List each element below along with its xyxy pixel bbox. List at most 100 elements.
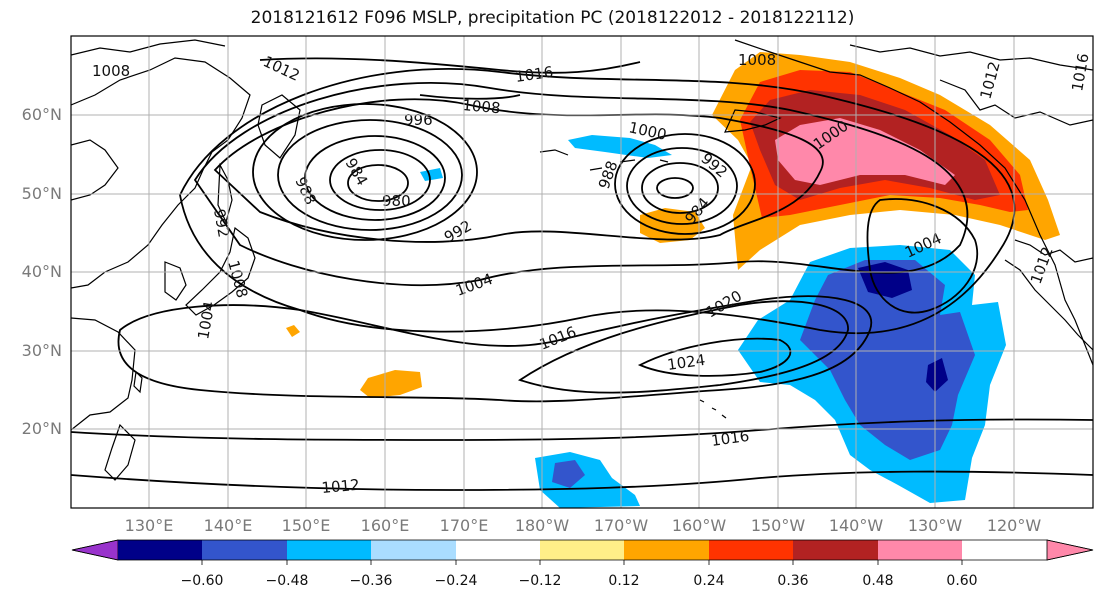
colorbar-segment-6 — [624, 540, 709, 560]
colorbar: −0.60 −0.48 −0.36 −0.24 −0.12 0.12 0.24 … — [71, 539, 1094, 589]
coastline-alaska-peninsula — [724, 109, 782, 133]
colorbar-segment-1 — [202, 540, 287, 560]
colorbar-segment-9 — [878, 540, 962, 560]
lon-tick-labels: 130°E 140°E 150°E 160°E 170°E 180°W 170°… — [125, 516, 1042, 535]
colorbar-segment-0 — [118, 540, 202, 560]
isobar-984-west — [329, 149, 431, 211]
colorbar-tick-label: −0.24 — [435, 573, 478, 589]
precip-positive-west-pacific — [360, 370, 422, 398]
coastline-asia — [71, 57, 251, 289]
coastline-asia-inner — [71, 139, 119, 201]
isobar-980-west — [347, 164, 409, 202]
lat-tick-label: 40°N — [22, 262, 62, 281]
isobar-1004-east-low — [866, 198, 979, 314]
lon-tick-label: 120°W — [987, 516, 1042, 535]
colorbar-tick-label: 0.12 — [608, 573, 639, 589]
isobar-label: 992 — [210, 208, 233, 239]
lon-tick-label: 160°W — [672, 516, 727, 535]
isobars — [71, 57, 1093, 491]
colorbar-tick-label: −0.36 — [350, 573, 393, 589]
lon-tick-label: 130°E — [125, 516, 174, 535]
isobar-label: 984 — [342, 155, 372, 189]
isobar-1000 — [213, 98, 824, 243]
colorbar-tick-label: −0.48 — [266, 573, 309, 589]
colorbar-tick-label: 0.60 — [946, 573, 977, 589]
isobar-label: 1024 — [666, 351, 706, 374]
coastline-arctic-asia — [71, 39, 226, 56]
coastline-aleutian-islands — [539, 149, 669, 171]
lon-tick-label: 150°W — [751, 516, 806, 535]
isobar-1016-south — [71, 418, 1093, 441]
lat-tick-label: 50°N — [22, 184, 62, 203]
isobar-label: 1012 — [1027, 244, 1057, 286]
isobar-label: 988 — [595, 158, 622, 191]
coastline-china-coast — [71, 317, 136, 431]
isobar-label: 1016 — [710, 427, 750, 450]
isobar-1016-arc — [117, 295, 873, 403]
coastline-north-america-west — [1004, 259, 1093, 351]
isobar-984-east — [641, 162, 719, 214]
isobar-1016-north — [259, 57, 641, 74]
coastline-taiwan — [133, 370, 143, 394]
isobar-988-west — [304, 135, 446, 221]
lon-tick-label: 130°W — [908, 516, 963, 535]
precip-negative-dark-area — [858, 262, 912, 298]
coastline-philippines — [104, 423, 136, 481]
colorbar-tick-label: −0.12 — [519, 573, 562, 589]
map-frame — [70, 35, 1094, 509]
colorbar-segment-5 — [540, 540, 624, 560]
colorbar-segment-8 — [793, 540, 878, 560]
coastline-canada-inland — [939, 79, 1093, 126]
gridlines — [71, 36, 1093, 508]
isobar-1004 — [193, 82, 969, 286]
lat-tick-labels: 20°N 30°N 40°N 50°N 60°N — [22, 105, 62, 438]
colorbar-outline — [71, 539, 1094, 561]
lon-tick-label: 180°W — [515, 516, 570, 535]
precip-negative-dark-spot — [926, 358, 948, 392]
precip-negative-tropical-medium — [552, 460, 585, 488]
isobar-label: 1012 — [321, 476, 361, 497]
colorbar-extend-right — [1046, 539, 1094, 561]
isobar-1012-south — [71, 470, 1093, 491]
isobar-label: 980 — [382, 192, 411, 210]
isobar-992-east — [614, 133, 756, 235]
colorbar-extend-left — [71, 539, 119, 561]
colorbar-tick-marks — [201, 560, 963, 565]
isobar-label: 1016 — [1068, 52, 1092, 93]
lat-tick-label: 20°N — [22, 419, 62, 438]
coastline-canada-north — [849, 44, 1093, 71]
colorbar-segment-2 — [287, 540, 371, 560]
isobar-label: 1008 — [462, 96, 502, 117]
coastline-inland-lakes — [1014, 239, 1093, 263]
isobar-label: 1012 — [260, 52, 302, 84]
isobar-1024 — [637, 337, 792, 377]
colorbar-segment-7 — [709, 540, 793, 560]
lon-tick-label: 160°E — [361, 516, 410, 535]
precip-positive-small-spot — [286, 325, 300, 337]
isobar-label: 1008 — [738, 51, 776, 69]
colorbar-tick-label: −0.60 — [181, 573, 224, 589]
isobar-label: 1016 — [514, 63, 554, 86]
coastline-alaska — [734, 39, 1093, 366]
isobar-label: 1016 — [537, 323, 579, 354]
isobar-988-east — [626, 147, 738, 225]
lon-tick-label: 170°W — [594, 516, 649, 535]
lat-tick-label: 30°N — [22, 341, 62, 360]
colorbar-segment-4 — [456, 540, 540, 560]
isobar-996-west — [252, 103, 478, 241]
isobar-992-west — [277, 119, 463, 231]
colorbar-tick-label: 0.36 — [777, 573, 808, 589]
isobar-label: 1012 — [976, 59, 1003, 101]
map-title: 2018121612 F096 MSLP, precipitation PC (… — [250, 8, 855, 28]
lat-tick-label: 60°N — [22, 105, 62, 124]
precip-positive-pink-area — [775, 118, 955, 185]
isobar-1020 — [517, 300, 849, 394]
coastline-korea — [164, 261, 187, 301]
coastline-sakhalin — [217, 162, 233, 224]
coastline-hawaii — [699, 399, 727, 419]
lon-tick-label: 170°E — [440, 516, 489, 535]
isobar-label: 1004 — [453, 270, 495, 300]
isobar-label: 1008 — [92, 62, 130, 80]
lon-tick-label: 140°E — [204, 516, 253, 535]
